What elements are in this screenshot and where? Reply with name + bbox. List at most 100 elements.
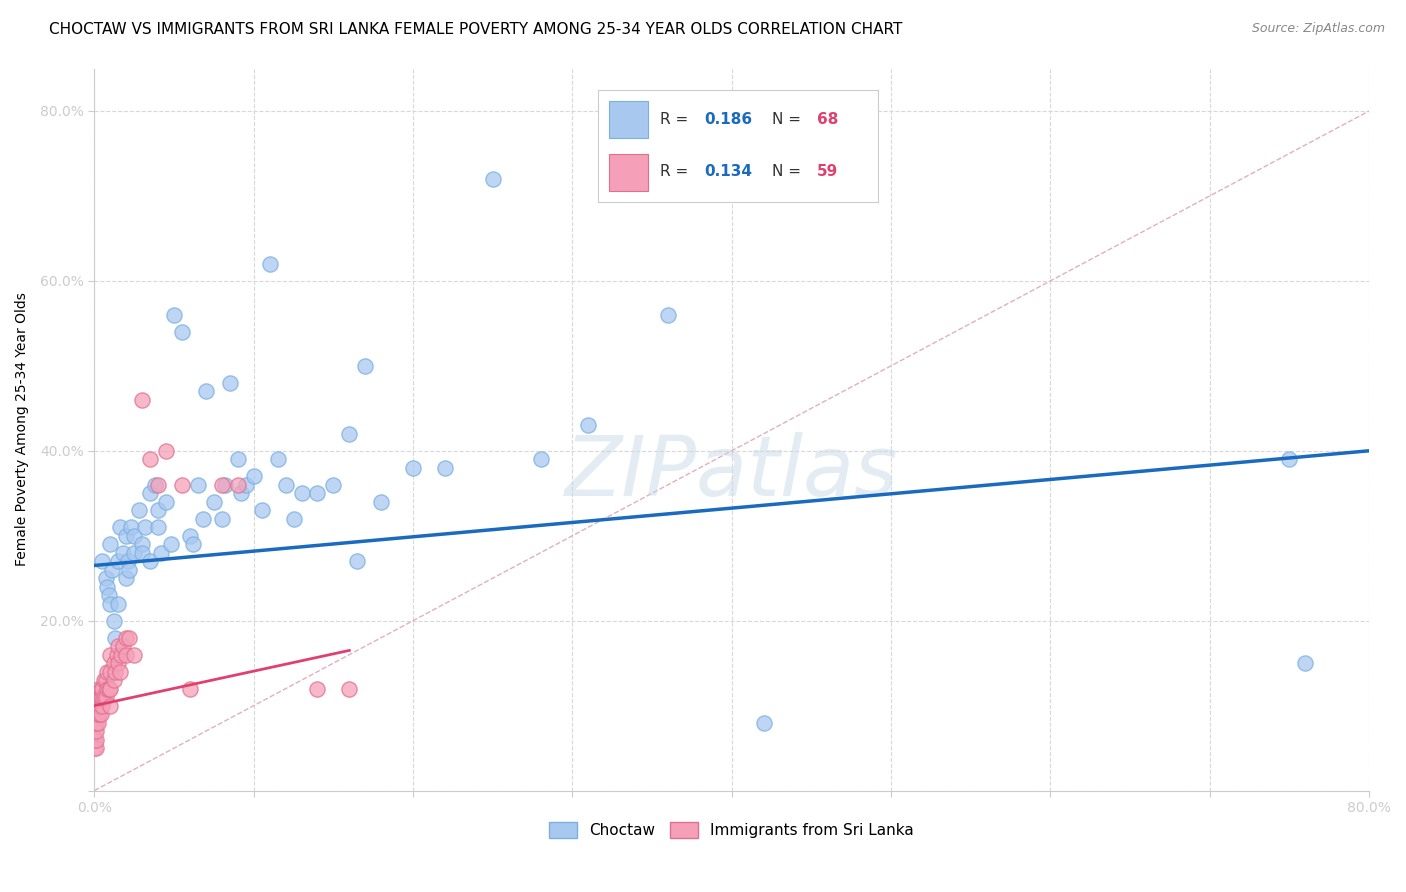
- Point: [96, 681, 118, 696]
- Point: [155, 443, 177, 458]
- Point: [134, 520, 156, 534]
- Point: [104, 631, 127, 645]
- Point: [115, 529, 138, 543]
- Point: [226, 452, 249, 467]
- Text: ZIPatlas: ZIPatlas: [565, 433, 898, 514]
- Point: [131, 392, 153, 407]
- Point: [143, 477, 166, 491]
- Point: [84, 690, 107, 705]
- Point: [98, 681, 121, 696]
- Point: [83, 715, 105, 730]
- Point: [322, 477, 344, 491]
- Point: [94, 673, 117, 687]
- Point: [90, 690, 112, 705]
- Point: [107, 639, 129, 653]
- Point: [155, 495, 177, 509]
- Point: [187, 477, 209, 491]
- Point: [96, 580, 118, 594]
- Point: [84, 698, 107, 713]
- Point: [122, 648, 145, 662]
- Point: [576, 418, 599, 433]
- Point: [250, 503, 273, 517]
- Point: [86, 707, 108, 722]
- Point: [181, 537, 204, 551]
- Point: [91, 681, 114, 696]
- Point: [274, 477, 297, 491]
- Point: [266, 452, 288, 467]
- Point: [139, 452, 162, 467]
- Point: [354, 359, 377, 373]
- Point: [752, 715, 775, 730]
- Point: [170, 325, 193, 339]
- Point: [86, 690, 108, 705]
- Point: [160, 537, 183, 551]
- Point: [107, 656, 129, 670]
- Point: [112, 639, 135, 653]
- Point: [86, 681, 108, 696]
- Point: [131, 546, 153, 560]
- Point: [194, 384, 217, 399]
- Point: [120, 520, 142, 534]
- Point: [91, 698, 114, 713]
- Point: [83, 707, 105, 722]
- Y-axis label: Female Poverty Among 25-34 Year Olds: Female Poverty Among 25-34 Year Olds: [15, 293, 30, 566]
- Point: [94, 571, 117, 585]
- Point: [118, 563, 141, 577]
- Point: [112, 546, 135, 560]
- Point: [86, 698, 108, 713]
- Point: [101, 563, 124, 577]
- Point: [93, 673, 115, 687]
- Point: [146, 503, 169, 517]
- Point: [202, 495, 225, 509]
- Point: [163, 308, 186, 322]
- Point: [242, 469, 264, 483]
- Point: [115, 571, 138, 585]
- Point: [84, 715, 107, 730]
- Point: [211, 477, 233, 491]
- Point: [89, 690, 111, 705]
- Point: [97, 588, 120, 602]
- Point: [150, 546, 173, 560]
- Point: [259, 257, 281, 271]
- Point: [90, 681, 112, 696]
- Point: [96, 665, 118, 679]
- Point: [139, 554, 162, 568]
- Point: [307, 486, 329, 500]
- Point: [98, 648, 121, 662]
- Point: [118, 631, 141, 645]
- Point: [657, 308, 679, 322]
- Point: [84, 732, 107, 747]
- Point: [83, 724, 105, 739]
- Point: [89, 707, 111, 722]
- Point: [115, 648, 138, 662]
- Point: [402, 460, 425, 475]
- Point: [117, 554, 139, 568]
- Point: [103, 656, 125, 670]
- Point: [170, 477, 193, 491]
- Point: [337, 426, 360, 441]
- Point: [84, 724, 107, 739]
- Point: [94, 690, 117, 705]
- Point: [105, 648, 128, 662]
- Point: [290, 486, 312, 500]
- Point: [146, 477, 169, 491]
- Point: [128, 503, 150, 517]
- Point: [139, 486, 162, 500]
- Point: [235, 477, 257, 491]
- Legend: Choctaw, Immigrants from Sri Lanka: Choctaw, Immigrants from Sri Lanka: [543, 816, 920, 845]
- Point: [110, 648, 132, 662]
- Point: [93, 690, 115, 705]
- Point: [83, 741, 105, 756]
- Point: [103, 673, 125, 687]
- Point: [84, 741, 107, 756]
- Point: [98, 665, 121, 679]
- Point: [89, 698, 111, 713]
- Point: [103, 614, 125, 628]
- Point: [86, 715, 108, 730]
- Point: [108, 665, 131, 679]
- Text: CHOCTAW VS IMMIGRANTS FROM SRI LANKA FEMALE POVERTY AMONG 25-34 YEAR OLDS CORREL: CHOCTAW VS IMMIGRANTS FROM SRI LANKA FEM…: [49, 22, 903, 37]
- Point: [1278, 452, 1301, 467]
- Point: [179, 529, 201, 543]
- Point: [104, 665, 127, 679]
- Point: [115, 631, 138, 645]
